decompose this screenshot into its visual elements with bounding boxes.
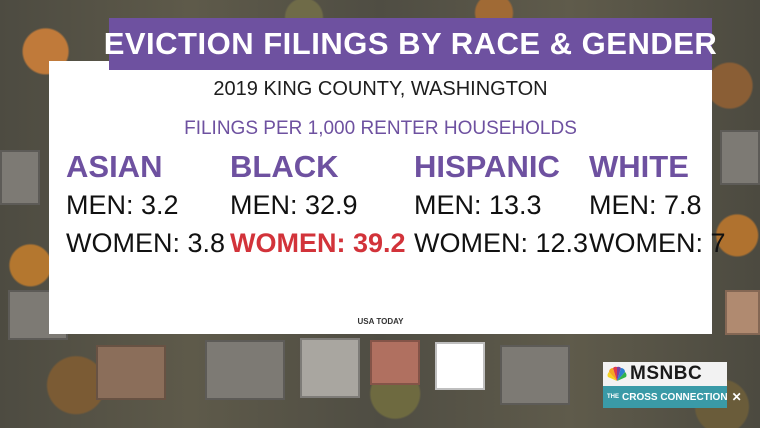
house-roof — [300, 338, 360, 398]
info-card: 2019 KING COUNTY, WASHINGTON FILINGS PER… — [49, 61, 726, 334]
show-logo: THE CROSS CONNECTION ✕ — [603, 386, 742, 408]
house-roof — [205, 340, 285, 400]
women-stat: WOMEN: 7 — [589, 228, 726, 258]
msnbc-logo: MSNBC — [603, 362, 727, 386]
men-stat: MEN: 13.3 — [414, 190, 542, 220]
subtitle: 2019 KING COUNTY, WASHINGTON — [213, 78, 548, 100]
source-credit: USA TODAY — [357, 317, 404, 326]
women-stat: WOMEN: 3.8 — [66, 228, 226, 258]
page-title: EVICTION FILINGS BY RACE & GENDER — [103, 26, 718, 61]
men-stat: MEN: 32.9 — [230, 190, 358, 220]
race-label: WHITE — [589, 149, 689, 184]
show-name: CROSS CONNECTION — [622, 391, 728, 403]
group-asian: ASIAN MEN: 3.2 WOMEN: 3.8 — [66, 149, 225, 261]
x-icon: ✕ — [731, 390, 742, 404]
peacock-icon — [607, 366, 627, 381]
house-roof — [96, 345, 166, 400]
group-hispanic: HISPANIC MEN: 13.3 WOMEN: 12.3 — [414, 149, 588, 261]
men-stat: MEN: 7.8 — [589, 190, 702, 220]
house-roof — [725, 290, 760, 335]
house-roof — [0, 150, 40, 205]
men-stat: MEN: 3.2 — [66, 190, 179, 220]
house-roof — [500, 345, 570, 405]
race-label: BLACK — [230, 149, 339, 184]
women-stat-highlight: WOMEN: 39.2 — [230, 228, 406, 258]
race-label: HISPANIC — [414, 149, 560, 184]
race-label: ASIAN — [66, 149, 163, 184]
network-name: MSNBC — [630, 363, 703, 384]
group-black: BLACK MEN: 32.9 WOMEN: 39.2 — [230, 149, 406, 261]
women-stat: WOMEN: 12.3 — [414, 228, 589, 258]
network-logo: MSNBC THE CROSS CONNECTION ✕ — [603, 362, 742, 409]
house-roof — [370, 340, 420, 385]
group-white: WHITE MEN: 7.8 WOMEN: 7 — [589, 149, 726, 261]
title-banner: EVICTION FILINGS BY RACE & GENDER — [104, 18, 717, 70]
house-roof — [720, 130, 760, 185]
metric-label: FILINGS PER 1,000 RENTER HOUSEHOLDS — [184, 118, 577, 139]
show-prefix: THE — [607, 394, 619, 400]
house-roof — [435, 342, 485, 390]
